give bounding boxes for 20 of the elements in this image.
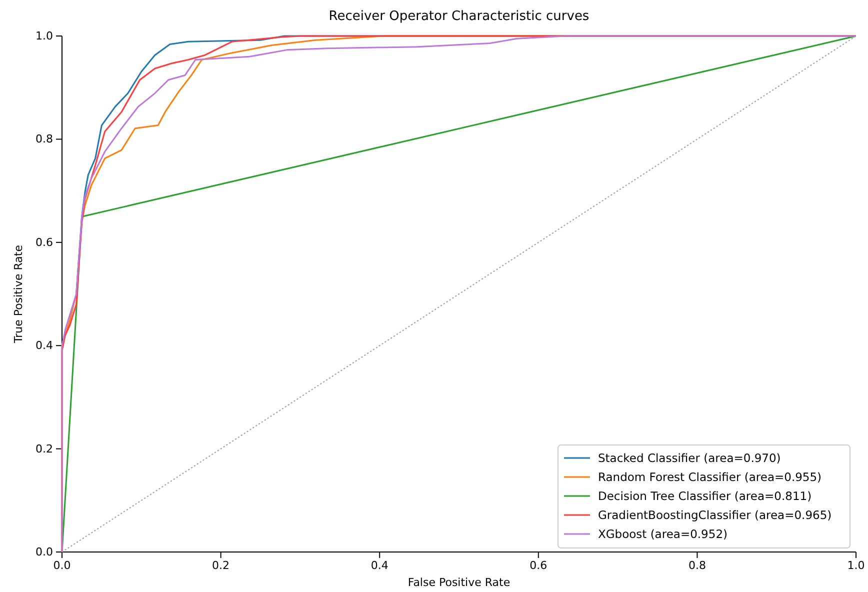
legend-label: Random Forest Classifier (area=0.955) — [598, 470, 822, 484]
x-tick-label: 1.0 — [847, 558, 865, 572]
legend-label: XGboost (area=0.952) — [598, 527, 728, 541]
x-tick-label: 0.8 — [688, 558, 706, 572]
y-tick-label: 0.4 — [36, 339, 53, 352]
legend-label: GradientBoostingClassifier (area=0.965) — [598, 508, 832, 522]
x-tick-label: 0.0 — [53, 558, 71, 572]
y-tick-label: 1.0 — [36, 30, 53, 43]
y-axis-title: True Positive Rate — [12, 244, 25, 344]
y-tick-label: 0.2 — [36, 442, 53, 456]
legend-label: Stacked Classifier (area=0.970) — [598, 451, 781, 465]
y-tick-label: 0.6 — [36, 236, 53, 249]
x-tick-label: 0.4 — [370, 558, 388, 572]
y-tick-label: 0.8 — [36, 132, 53, 146]
x-tick-label: 0.6 — [530, 558, 548, 572]
y-tick-label: 0.0 — [36, 546, 53, 559]
x-tick-label: 0.2 — [212, 558, 230, 572]
legend-label: Decision Tree Classifier (area=0.811) — [598, 489, 812, 503]
chart-title: Receiver Operator Characteristic curves — [328, 9, 590, 24]
x-axis-title: False Positive Rate — [408, 576, 510, 589]
